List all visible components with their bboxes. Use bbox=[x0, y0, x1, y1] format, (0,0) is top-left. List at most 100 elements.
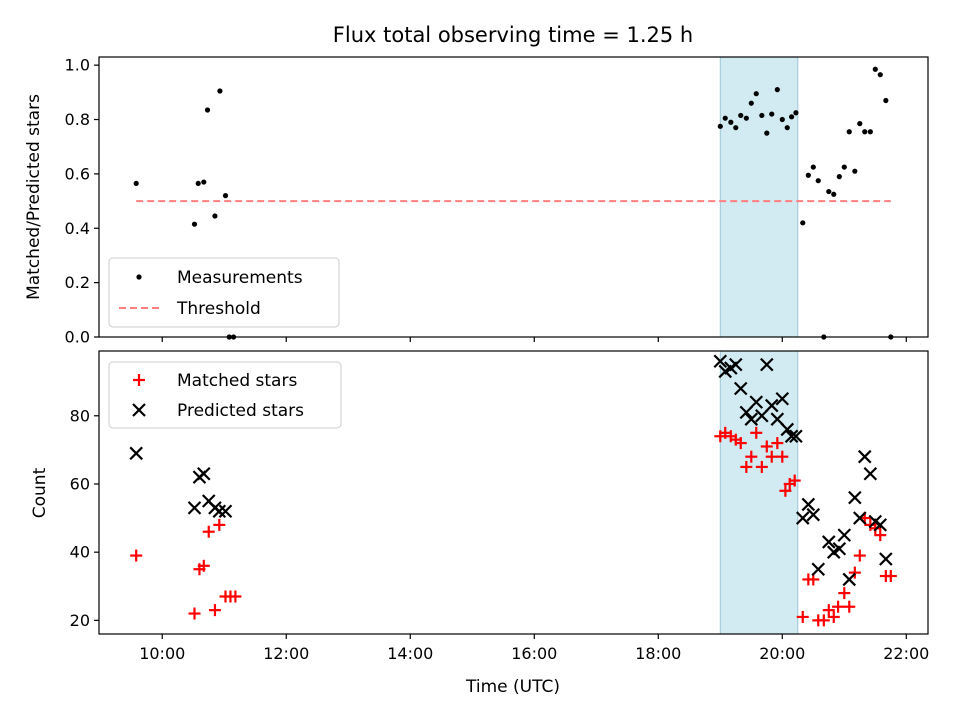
measurement-point bbox=[759, 112, 765, 119]
measurement-point bbox=[831, 191, 837, 197]
measurement-point bbox=[867, 129, 873, 135]
ratio-panel: 0.0 0.2 0.4 0.6 0.8 1.0 Matched/Predicted sta… bbox=[24, 56, 929, 347]
matched-stars-point bbox=[197, 559, 210, 572]
measurement-point bbox=[862, 129, 868, 135]
predicted-stars-point bbox=[784, 429, 799, 444]
x-tick-label: 12:00 bbox=[263, 644, 309, 663]
predicted-stars-point bbox=[755, 409, 769, 423]
predicted-stars-point bbox=[739, 405, 754, 420]
y-tick-label: 1.0 bbox=[65, 56, 90, 75]
predicted-stars-point bbox=[775, 391, 790, 406]
matched-stars-point bbox=[817, 614, 830, 627]
measurement-point bbox=[883, 97, 889, 104]
matched-stars-point bbox=[734, 437, 747, 450]
y-tick-label: 0.4 bbox=[65, 219, 90, 238]
measurement-point bbox=[826, 188, 832, 195]
measurement-point bbox=[722, 115, 728, 121]
measurement-point bbox=[774, 87, 780, 93]
predicted-stars-point bbox=[857, 449, 872, 464]
matched-stars-point bbox=[755, 460, 768, 473]
measurement-point bbox=[784, 125, 790, 131]
measurement-point bbox=[217, 88, 223, 94]
x-tick-label: 18:00 bbox=[635, 644, 681, 663]
measurement-point bbox=[222, 193, 229, 199]
legend-matched-marker bbox=[133, 374, 145, 386]
measurement-point bbox=[753, 91, 759, 97]
count-panel: 20 40 60 80 10:00 12:00 14:00 16:00 18:00 20:00 22… bbox=[30, 350, 929, 697]
predicted-stars-point bbox=[129, 446, 143, 461]
x-tick-label: 22:00 bbox=[883, 644, 929, 663]
measurement-point bbox=[764, 130, 770, 136]
measurement-point bbox=[841, 164, 847, 170]
measurement-point bbox=[788, 114, 795, 120]
x-tick-label: 20:00 bbox=[759, 644, 805, 663]
measurement-point bbox=[852, 168, 858, 174]
matched-stars-point bbox=[874, 529, 887, 542]
measurement-point bbox=[877, 72, 883, 78]
count-legend-box bbox=[108, 361, 342, 429]
measurement-point bbox=[212, 213, 218, 219]
matched-stars-point bbox=[848, 566, 861, 579]
predicted-stars-point bbox=[789, 429, 803, 444]
matched-stars-point bbox=[838, 587, 851, 600]
measurement-point bbox=[748, 100, 754, 106]
matched-stars-point bbox=[760, 440, 773, 453]
ratio-panel-frame bbox=[98, 56, 929, 338]
predicted-stars-point bbox=[806, 507, 821, 522]
x-axis-label: Time (UTC) bbox=[465, 677, 560, 697]
matched-stars-point bbox=[884, 570, 897, 583]
measurement-point bbox=[738, 112, 744, 119]
observing-span-0 bbox=[719, 56, 799, 338]
y-tick-label: 60 bbox=[70, 474, 90, 493]
measurement-point bbox=[857, 121, 863, 127]
matched-stars-point bbox=[796, 610, 809, 623]
matched-stars-point bbox=[788, 474, 801, 487]
predicted-stars-point bbox=[822, 535, 836, 549]
y-tick-label: 20 bbox=[70, 611, 90, 630]
measurement-point bbox=[836, 174, 842, 180]
measurement-point bbox=[815, 178, 821, 184]
chart-title: Flux total observing time = 1.25 h bbox=[333, 23, 693, 47]
predicted-stars-point bbox=[879, 552, 893, 566]
legend-threshold-label: Threshold bbox=[176, 299, 261, 319]
predicted-stars-point bbox=[212, 504, 227, 519]
measurement-point bbox=[728, 119, 734, 125]
measurement-point bbox=[872, 66, 878, 72]
measurement-point bbox=[195, 180, 201, 187]
matched-stars-point bbox=[208, 604, 221, 617]
matched-stars-point bbox=[740, 460, 753, 473]
x-tick-label: 16:00 bbox=[511, 644, 557, 663]
measurement-point bbox=[846, 129, 852, 135]
matched-stars-point bbox=[779, 484, 792, 497]
predicted-stars-point bbox=[832, 541, 847, 556]
ratio-y-axis-label: Matched/Predicted stars bbox=[24, 94, 44, 300]
count-legend: Matched stars Predicted stars bbox=[108, 361, 342, 429]
predicted-stars-point bbox=[733, 381, 748, 396]
predicted-stars-point bbox=[744, 412, 759, 426]
predicted-stars-point bbox=[863, 466, 878, 481]
matched-stars-point bbox=[750, 426, 763, 439]
matched-stars-point bbox=[130, 549, 143, 562]
predicted-stars-point bbox=[780, 422, 795, 437]
matched-stars-point bbox=[213, 518, 226, 531]
predicted-stars-point bbox=[197, 466, 211, 481]
matched-stars-point bbox=[832, 600, 845, 613]
legend-predicted-label: Predicted stars bbox=[177, 401, 304, 421]
matched-stars-point bbox=[745, 450, 758, 463]
predicted-stars-point bbox=[218, 504, 233, 519]
predicted-stars-point bbox=[873, 518, 888, 532]
measurement-point bbox=[201, 179, 207, 185]
count-y-axis-label: Count bbox=[30, 467, 50, 518]
measurement-point bbox=[810, 164, 816, 170]
matched-stars-point bbox=[827, 610, 840, 623]
predicted-stars-point bbox=[760, 357, 774, 372]
predicted-stars-point bbox=[764, 398, 779, 413]
predicted-stars-point bbox=[187, 501, 202, 515]
x-tick-label: 10:00 bbox=[139, 644, 185, 663]
matched-stars-point bbox=[776, 450, 789, 463]
predicted-stars-point bbox=[713, 354, 728, 369]
legend-measurements-label: Measurements bbox=[177, 268, 303, 288]
predicted-stars-point bbox=[795, 511, 810, 525]
